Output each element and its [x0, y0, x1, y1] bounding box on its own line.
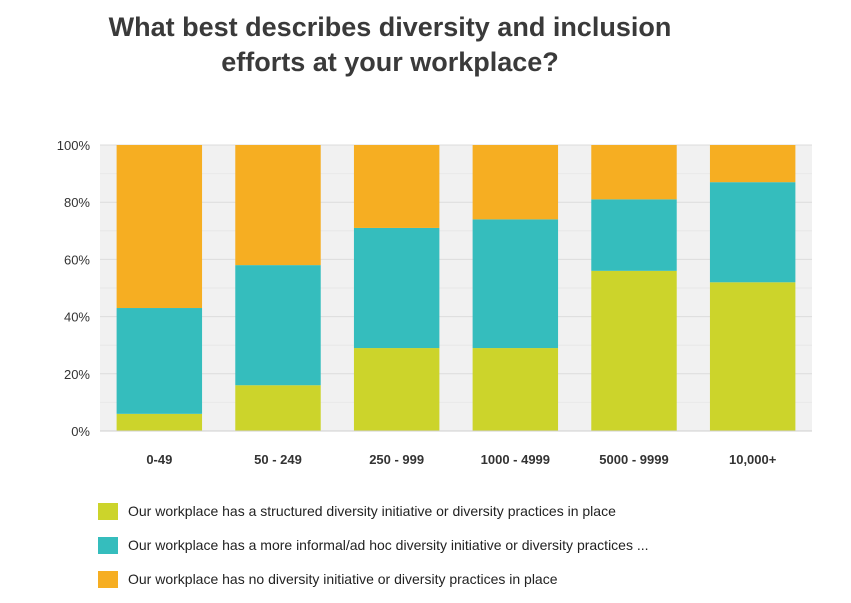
- legend-label: Our workplace has no diversity initiativ…: [128, 571, 558, 587]
- x-tick-label: 1000 - 4999: [481, 452, 550, 467]
- bar-segment: [472, 219, 559, 349]
- x-tick-label: 250 - 999: [369, 452, 424, 467]
- chart-legend: Our workplace has a structured diversity…: [98, 500, 649, 602]
- chart-title: What best describes diversity and inclus…: [40, 10, 740, 80]
- bar-segment: [472, 145, 559, 220]
- bar-segment: [472, 348, 559, 431]
- bar-segment: [235, 265, 321, 386]
- legend-label: Our workplace has a more informal/ad hoc…: [128, 537, 649, 553]
- bar-segment: [116, 145, 203, 309]
- y-tick-label: 60%: [64, 252, 90, 267]
- chart-title-line1: What best describes diversity and inclus…: [108, 12, 672, 42]
- y-tick-label: 100%: [57, 138, 91, 153]
- x-tick-label: 10,000+: [729, 452, 777, 467]
- x-tick-label: 5000 - 9999: [599, 452, 668, 467]
- bar-segment: [591, 145, 677, 200]
- x-tick-label: 0-49: [146, 452, 172, 467]
- bar-segment: [709, 182, 796, 283]
- legend-swatch: [98, 570, 118, 588]
- bar-segment: [709, 282, 796, 431]
- bar-segment: [353, 227, 440, 349]
- bar-segment: [116, 308, 203, 414]
- legend-item: Our workplace has a structured diversity…: [98, 500, 649, 522]
- y-tick-label: 20%: [64, 367, 90, 382]
- legend-label: Our workplace has a structured diversity…: [128, 503, 616, 519]
- bar-segment: [353, 145, 440, 228]
- bar-segment: [235, 385, 321, 431]
- legend-swatch: [98, 536, 118, 554]
- legend-swatch: [98, 502, 118, 520]
- y-tick-label: 0%: [71, 424, 90, 439]
- chart-title-line2: efforts at your workplace?: [221, 47, 559, 77]
- legend-item: Our workplace has no diversity initiativ…: [98, 568, 649, 590]
- x-tick-label: 50 - 249: [254, 452, 302, 467]
- bar-segment: [235, 145, 321, 266]
- legend-item: Our workplace has a more informal/ad hoc…: [98, 534, 649, 556]
- y-tick-label: 80%: [64, 195, 90, 210]
- bar-segment: [116, 413, 203, 431]
- bar-segment: [591, 270, 677, 431]
- bar-segment: [709, 145, 796, 183]
- bar-segment: [591, 199, 677, 271]
- y-tick-label: 40%: [64, 310, 90, 325]
- bar-segment: [353, 348, 440, 431]
- stacked-bar-chart: 0% 20% 40% 60% 80% 100% 0-49 50 - 249 250 - 999 1…: [57, 138, 812, 467]
